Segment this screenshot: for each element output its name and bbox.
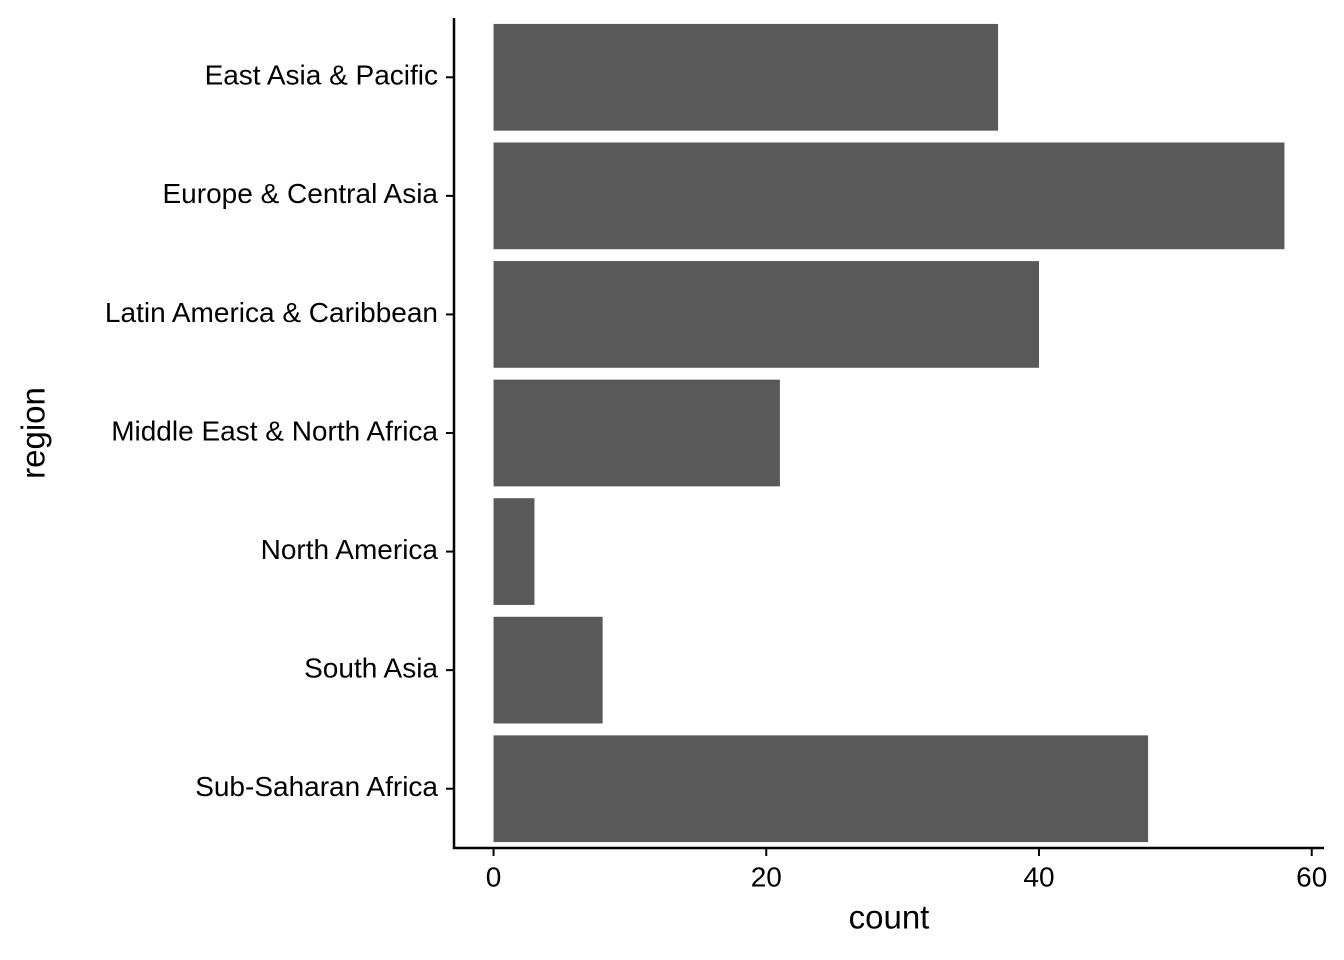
x-tick-label: 60 bbox=[1296, 861, 1327, 892]
y-tick-label: South Asia bbox=[304, 653, 438, 684]
bar bbox=[493, 616, 603, 724]
bar bbox=[493, 379, 780, 487]
y-tick-label: East Asia & Pacific bbox=[205, 60, 438, 91]
bar bbox=[493, 261, 1040, 368]
bar bbox=[493, 142, 1285, 250]
bar bbox=[493, 23, 999, 131]
bar bbox=[493, 735, 1149, 843]
y-tick-label: Latin America & Caribbean bbox=[105, 297, 438, 328]
x-tick-label: 40 bbox=[1023, 861, 1054, 892]
x-tick-label: 20 bbox=[751, 861, 782, 892]
x-tick-label: 0 bbox=[486, 861, 502, 892]
x-axis-title: count bbox=[849, 899, 930, 936]
y-tick-label: North America bbox=[261, 534, 439, 565]
y-tick-label: Europe & Central Asia bbox=[163, 178, 439, 209]
y-tick-label: Middle East & North Africa bbox=[111, 415, 438, 446]
y-tick-label: Sub-Saharan Africa bbox=[195, 771, 438, 802]
y-axis-title: region bbox=[15, 387, 52, 479]
bar bbox=[493, 498, 535, 605]
